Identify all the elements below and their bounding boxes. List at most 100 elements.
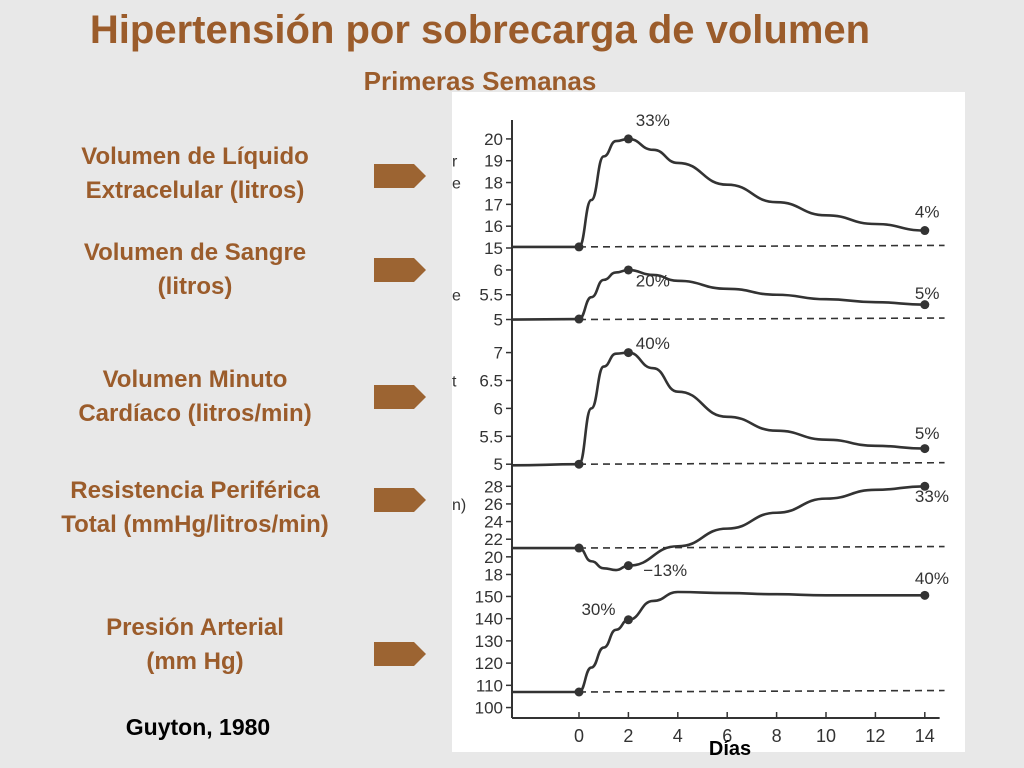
label-line: Resistencia Periférica bbox=[70, 477, 320, 504]
data-point bbox=[623, 615, 633, 625]
label-line: (litros) bbox=[157, 273, 233, 300]
data-point bbox=[623, 348, 633, 358]
side-text-fragment: e bbox=[452, 176, 461, 193]
data-point bbox=[623, 561, 633, 571]
data-point bbox=[574, 459, 584, 469]
x-tick-label: 10 bbox=[816, 726, 836, 746]
x-tick-label: 8 bbox=[772, 726, 782, 746]
label-line: Extracelular (litros) bbox=[85, 177, 305, 204]
y-tick-label: 130 bbox=[475, 632, 503, 651]
data-label: 33% bbox=[915, 487, 949, 506]
baseline-dashed bbox=[578, 461, 945, 466]
label-arterial-pressure: Presión Arterial (mm Hg) bbox=[30, 611, 360, 679]
label-line: Volumen de Líquido bbox=[81, 143, 309, 170]
series-line bbox=[511, 268, 925, 321]
data-point bbox=[920, 444, 930, 454]
slide-subtitle: Primeras Semanas bbox=[363, 66, 597, 96]
baseline-dashed bbox=[578, 689, 945, 693]
y-tick-label: 22 bbox=[484, 530, 503, 549]
arrow-right-icon bbox=[374, 164, 426, 188]
data-label: 5% bbox=[915, 424, 940, 443]
y-tick-label: 6 bbox=[494, 399, 503, 418]
y-tick-label: 110 bbox=[476, 676, 503, 695]
data-point bbox=[920, 481, 930, 491]
y-tick-label: 18 bbox=[484, 174, 503, 193]
y-tick-label: 7 bbox=[494, 344, 503, 363]
y-tick-label: 24 bbox=[484, 513, 503, 532]
data-point bbox=[574, 543, 584, 553]
x-tick-label: 6 bbox=[722, 726, 732, 746]
data-point bbox=[574, 687, 584, 697]
data-label: 40% bbox=[636, 334, 670, 353]
label-line: Total (mmHg/litros/min) bbox=[61, 511, 329, 538]
baseline-dashed bbox=[578, 317, 945, 321]
label-extracellular-volume: Volumen de Líquido Extracelular (litros) bbox=[30, 140, 360, 208]
data-point bbox=[623, 265, 633, 275]
y-tick-label: 19 bbox=[484, 152, 503, 171]
y-tick-label: 15 bbox=[484, 239, 503, 258]
series-line bbox=[511, 484, 925, 572]
y-tick-label: 28 bbox=[484, 477, 503, 496]
y-tick-label: 120 bbox=[475, 654, 503, 673]
label-line: Cardíaco (litros/min) bbox=[78, 400, 312, 427]
data-point bbox=[920, 226, 930, 236]
data-point bbox=[920, 300, 930, 310]
y-tick-label: 150 bbox=[475, 587, 503, 606]
label-peripheral-resistance: Resistencia Periférica Total (mmHg/litro… bbox=[30, 474, 360, 542]
data-label: 40% bbox=[915, 569, 949, 588]
data-label: 5% bbox=[915, 284, 940, 303]
label-line: Presión Arterial bbox=[106, 614, 284, 641]
y-tick-label: 6 bbox=[494, 261, 503, 280]
y-tick-label: 5.5 bbox=[479, 427, 503, 446]
baseline-dashed bbox=[578, 244, 945, 248]
label-cardiac-output: Volumen Minuto Cardíaco (litros/min) bbox=[30, 363, 360, 431]
data-label: 30% bbox=[581, 600, 615, 619]
side-text-fragment: t bbox=[452, 373, 457, 390]
x-tick-label: 0 bbox=[574, 726, 584, 746]
arrow-right-icon bbox=[374, 488, 426, 512]
x-tick-label: 12 bbox=[865, 726, 885, 746]
arrow-right-icon bbox=[374, 642, 426, 666]
y-tick-label: 5 bbox=[494, 311, 503, 330]
data-point bbox=[623, 134, 633, 144]
x-tick-label: 4 bbox=[673, 726, 683, 746]
slide-title: Hipertensión por sobrecarga de volumen bbox=[89, 8, 871, 52]
y-tick-label: 6.5 bbox=[479, 371, 503, 390]
y-tick-label: 5 bbox=[494, 455, 503, 474]
y-tick-label: 18 bbox=[484, 565, 503, 584]
data-label: 33% bbox=[636, 111, 670, 130]
chart: 151617181920re33%4%55.56e20%5%55.566.57t… bbox=[452, 111, 949, 746]
y-tick-label: 140 bbox=[475, 610, 503, 629]
label-line: Volumen Minuto bbox=[102, 366, 288, 393]
data-label: 4% bbox=[915, 202, 940, 221]
side-text-fragment: n) bbox=[452, 497, 466, 514]
citation: Guyton, 1980 bbox=[125, 714, 271, 740]
series-line bbox=[512, 137, 925, 249]
series-line bbox=[511, 351, 925, 467]
y-tick-label: 100 bbox=[475, 699, 503, 718]
x-tick-label: 14 bbox=[915, 726, 935, 746]
chart-panel-area: 15 16 17 18 19 20 r e 33% 4% 5 5.5 6 e 20% 5% 5 5.5 6 6.5 7 t… bbox=[452, 92, 965, 752]
y-tick-label: 17 bbox=[484, 195, 503, 214]
x-tick-label: 2 bbox=[623, 726, 633, 746]
y-tick-label: 26 bbox=[484, 495, 503, 514]
y-tick-label: 20 bbox=[484, 130, 503, 149]
data-label: 20% bbox=[636, 271, 670, 290]
arrow-right-icon bbox=[374, 385, 426, 409]
data-label: −13% bbox=[643, 561, 687, 580]
label-line: Volumen de Sangre bbox=[83, 239, 307, 266]
label-blood-volume: Volumen de Sangre (litros) bbox=[30, 236, 360, 304]
side-text-fragment: e bbox=[452, 288, 461, 305]
y-tick-label: 16 bbox=[484, 217, 503, 236]
label-line: (mm Hg) bbox=[146, 648, 244, 675]
arrow-right-icon bbox=[374, 258, 426, 282]
baseline-dashed bbox=[578, 545, 945, 549]
data-point bbox=[920, 590, 930, 600]
data-point bbox=[574, 314, 584, 324]
y-tick-label: 5.5 bbox=[479, 286, 503, 305]
y-tick-label: 20 bbox=[484, 548, 503, 567]
series-line bbox=[511, 590, 925, 694]
x-axis-label: Días bbox=[708, 738, 752, 760]
side-text-fragment: r bbox=[452, 154, 458, 171]
data-point bbox=[574, 242, 584, 252]
